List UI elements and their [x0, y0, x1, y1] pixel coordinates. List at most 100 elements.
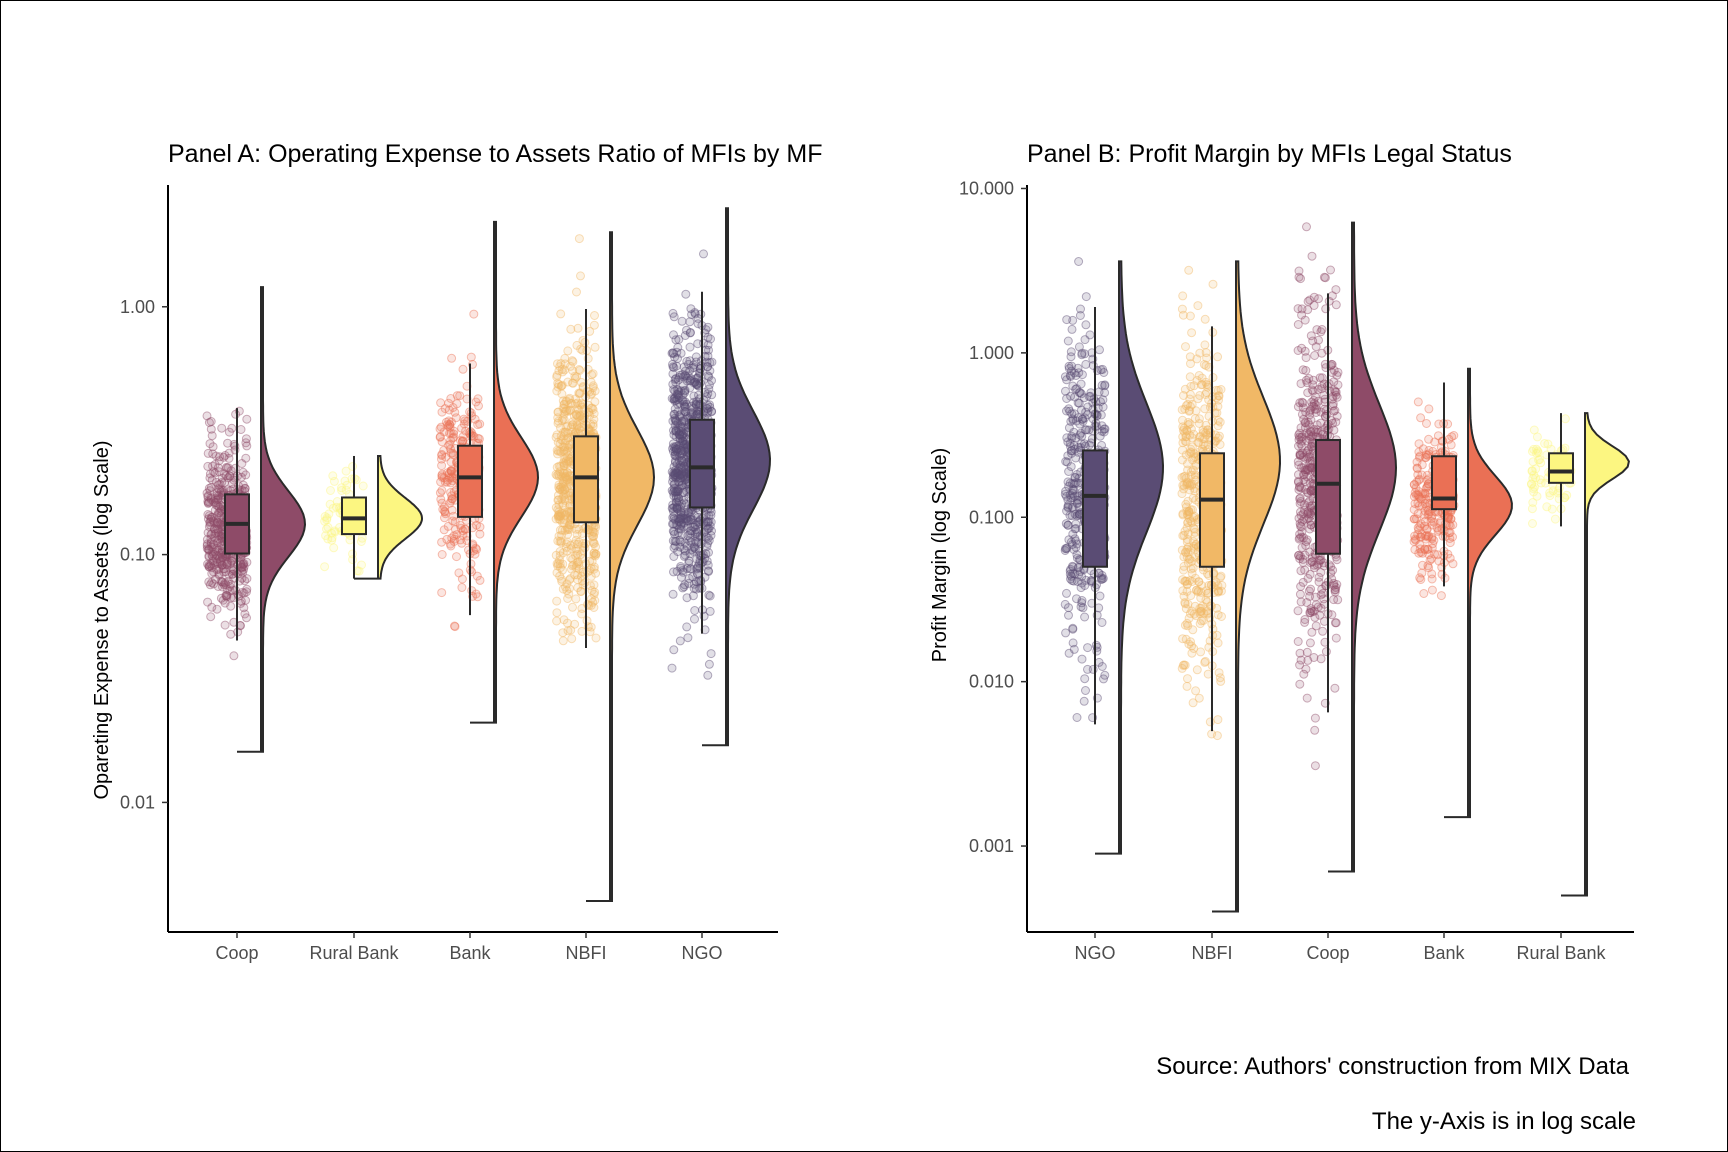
panel-a-point-rural-bank: [340, 476, 350, 486]
panel-a-point-nbfi: [552, 471, 562, 480]
panel-a-point-coop: [203, 448, 213, 458]
panel-a-point-coop: [204, 483, 214, 493]
panel-a-point-ngo: [677, 431, 687, 441]
panel-a-point-nbfi: [557, 509, 567, 518]
panel-a-point-nbfi: [589, 562, 599, 572]
panel-a-point-ngo: [692, 527, 702, 537]
panel-b-x-tick-label: Bank: [1423, 943, 1465, 963]
panel-b-point-coop: [1314, 294, 1323, 304]
panel-a-point-nbfi: [553, 407, 563, 417]
panel-a-point-coop: [206, 495, 216, 505]
panel-a-point-ngo: [678, 583, 688, 593]
panel-a-point-coop: [209, 549, 218, 559]
panel-a-point-nbfi: [558, 468, 568, 478]
panel-b-point-ngo: [1071, 453, 1081, 463]
panel-a-point-nbfi: [558, 436, 568, 446]
panel-a-point-nbfi: [576, 344, 586, 354]
panel-a-point-coop: [217, 423, 227, 433]
panel-a-point-nbfi: [573, 323, 583, 333]
panel-a-point-coop: [237, 562, 247, 572]
panel-b-box-bank: [1431, 455, 1457, 511]
panel-a-point-coop: [204, 497, 214, 507]
panel-a-point-coop: [215, 479, 225, 489]
panel-a-point-nbfi: [560, 353, 570, 363]
panel-a-point-coop: [215, 559, 225, 569]
panel-a-point-coop: [210, 505, 220, 515]
panel-a-point-rural-bank: [332, 502, 341, 512]
panel-a-point-nbfi: [554, 416, 563, 426]
panel-a-point-bank: [437, 588, 447, 598]
panel-b-point-ngo: [1099, 674, 1108, 684]
panel-a-point-bank: [447, 491, 457, 501]
panel-a-point-coop: [225, 471, 235, 481]
panel-a-point-bank: [445, 420, 455, 430]
panel-a-point-coop: [239, 558, 249, 568]
panel-a-point-nbfi: [556, 359, 566, 368]
panel-a-point-nbfi: [575, 411, 585, 421]
panel-a-point-coop: [238, 560, 248, 570]
panel-a-point-coop: [220, 620, 230, 630]
panel-b-point-nbfi: [1177, 445, 1187, 455]
panel-a-point-bank: [446, 417, 456, 427]
panel-a-point-coop: [242, 414, 252, 424]
panel-a-point-coop: [218, 553, 227, 563]
panel-a-point-bank: [446, 488, 456, 497]
panel-b-point-bank: [1429, 535, 1439, 545]
panel-a-point-rural-bank: [341, 466, 351, 476]
panel-b-point-coop: [1303, 388, 1313, 398]
panel-a-point-bank: [451, 413, 461, 423]
panel-a-point-nbfi: [562, 585, 572, 595]
panel-a-point-nbfi: [557, 494, 567, 504]
panel-a-point-bank: [451, 525, 460, 535]
panel-a-point-nbfi: [561, 422, 571, 432]
panel-a-point-nbfi: [568, 420, 577, 430]
panel-a-point-nbfi: [587, 370, 597, 380]
panel-b-point-coop: [1316, 654, 1326, 664]
panel-a-point-bank: [436, 398, 446, 408]
panel-a-point-bank: [440, 477, 450, 487]
panel-a-point-coop: [220, 598, 230, 608]
panel-a-point-rural-bank: [330, 526, 340, 536]
panel-b-point-coop: [1301, 418, 1311, 428]
panel-a-point-bank: [472, 571, 482, 581]
panel-b-point-coop: [1304, 586, 1314, 596]
panel-a-point-bank: [452, 399, 462, 409]
panel-a-point-bank: [437, 449, 447, 459]
panel-b-point-nbfi: [1179, 484, 1189, 494]
panel-b-point-coop: [1296, 274, 1305, 284]
panel-b-point-ngo: [1097, 574, 1107, 584]
panel-a-point-bank: [445, 419, 455, 429]
panel-a-point-coop: [205, 486, 215, 496]
panel-a-point-nbfi: [553, 378, 563, 388]
panel-b-point-nbfi: [1213, 352, 1223, 362]
panel-a-point-coop: [222, 592, 232, 602]
panel-a-point-nbfi: [568, 366, 578, 376]
panel-a-point-coop: [225, 471, 235, 481]
panel-b-point-nbfi: [1183, 534, 1192, 544]
panel-a-x-tick-label: Bank: [449, 943, 491, 963]
panel-a-point-coop: [222, 590, 232, 600]
panel-a-point-coop: [212, 538, 222, 548]
panel-a-y-tick-label: 0.10: [120, 545, 155, 565]
panel-a-point-rural-bank: [341, 485, 351, 495]
panel-a-point-nbfi: [573, 549, 583, 559]
panel-a-point-coop: [220, 451, 230, 460]
panel-a-point-nbfi: [577, 609, 587, 619]
panel-b-point-rural-bank: [1528, 498, 1538, 507]
panel-b-point-coop: [1295, 499, 1305, 509]
panel-b-title: Panel B: Profit Margin by MFIs Legal Sta…: [1027, 140, 1512, 168]
panel-a-point-nbfi: [583, 567, 592, 577]
panel-a-point-coop: [217, 577, 227, 587]
panel-a-point-nbfi: [591, 523, 600, 533]
panel-a-point-coop: [224, 427, 234, 437]
panel-a-point-coop: [219, 580, 229, 590]
panel-a-point-nbfi: [551, 503, 561, 512]
panel-a-point-bank: [450, 621, 459, 631]
panel-a-point-nbfi: [565, 575, 575, 585]
panel-a-point-nbfi: [570, 539, 580, 549]
panel-a-point-nbfi: [558, 636, 568, 646]
panel-a-point-bank: [475, 522, 485, 532]
panel-a-point-bank: [446, 478, 456, 488]
panel-a-point-nbfi: [586, 403, 596, 413]
panel-a-point-nbfi: [562, 468, 572, 478]
